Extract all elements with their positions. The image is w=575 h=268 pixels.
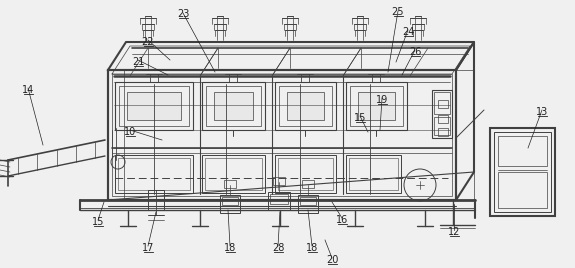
- Bar: [224, 180, 236, 188]
- Bar: [456, 70, 474, 200]
- Text: 13: 13: [536, 107, 548, 117]
- Text: 12: 12: [448, 227, 460, 237]
- Text: 16: 16: [336, 215, 348, 225]
- Bar: [438, 100, 448, 108]
- Text: 15: 15: [92, 217, 104, 227]
- Bar: [434, 92, 450, 114]
- Bar: [346, 155, 401, 193]
- Bar: [270, 194, 288, 204]
- Bar: [287, 92, 324, 120]
- Bar: [115, 155, 193, 193]
- Text: 20: 20: [326, 255, 338, 265]
- Text: 15: 15: [354, 113, 366, 123]
- Bar: [438, 115, 448, 123]
- Bar: [108, 70, 456, 200]
- Text: 17: 17: [142, 243, 154, 253]
- Bar: [434, 117, 450, 135]
- Bar: [490, 128, 555, 216]
- Text: 28: 28: [272, 243, 284, 253]
- Bar: [358, 92, 395, 120]
- Text: 22: 22: [142, 37, 154, 47]
- Bar: [202, 155, 265, 193]
- Text: 23: 23: [177, 9, 189, 19]
- Bar: [127, 92, 181, 120]
- Bar: [275, 155, 336, 193]
- Bar: [300, 197, 316, 205]
- Bar: [498, 172, 547, 208]
- Bar: [275, 82, 336, 130]
- Bar: [112, 74, 452, 196]
- Bar: [273, 177, 285, 185]
- Text: 19: 19: [376, 95, 388, 105]
- Bar: [494, 132, 551, 212]
- Text: 24: 24: [402, 27, 414, 37]
- Bar: [432, 90, 452, 138]
- Bar: [279, 86, 332, 126]
- Bar: [268, 192, 290, 210]
- Bar: [206, 86, 261, 126]
- Text: 14: 14: [22, 85, 34, 95]
- Bar: [118, 158, 190, 190]
- Bar: [108, 70, 124, 200]
- Bar: [119, 86, 189, 126]
- Bar: [498, 136, 547, 166]
- Text: 25: 25: [392, 7, 404, 17]
- Text: 21: 21: [132, 57, 144, 67]
- Bar: [278, 158, 333, 190]
- Text: 18: 18: [306, 243, 318, 253]
- Bar: [202, 82, 265, 130]
- Text: 10: 10: [124, 127, 136, 137]
- Bar: [346, 82, 407, 130]
- Text: 18: 18: [224, 243, 236, 253]
- Bar: [222, 197, 238, 205]
- Bar: [205, 158, 262, 190]
- Text: 26: 26: [409, 47, 421, 57]
- Bar: [148, 190, 164, 210]
- Bar: [302, 180, 314, 188]
- Bar: [438, 128, 448, 136]
- Bar: [214, 92, 253, 120]
- Bar: [298, 195, 318, 213]
- Bar: [349, 158, 398, 190]
- Bar: [115, 82, 193, 130]
- Bar: [350, 86, 403, 126]
- Bar: [220, 195, 240, 213]
